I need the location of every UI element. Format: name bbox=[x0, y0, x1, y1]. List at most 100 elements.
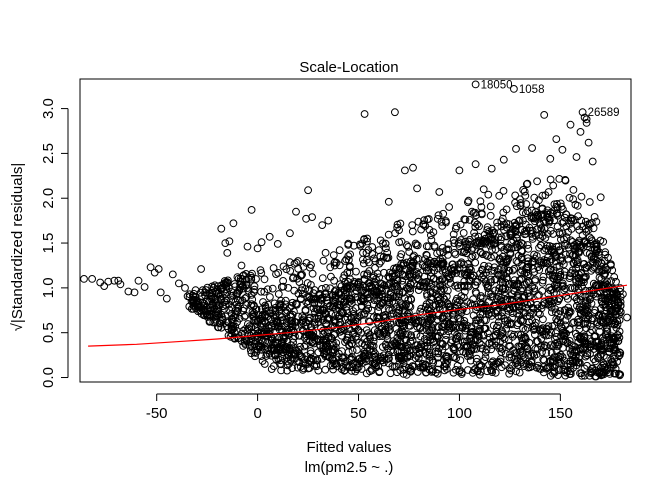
data-point bbox=[270, 345, 279, 354]
outlier-point bbox=[572, 153, 581, 161]
data-point bbox=[589, 355, 598, 364]
data-point bbox=[261, 304, 270, 313]
data-point bbox=[504, 336, 513, 345]
data-point bbox=[514, 217, 523, 226]
data-point bbox=[385, 274, 394, 282]
data-point bbox=[601, 250, 609, 259]
labeled-point bbox=[578, 108, 587, 117]
outlier-point bbox=[455, 166, 464, 175]
data-point bbox=[441, 359, 450, 368]
data-point bbox=[511, 191, 520, 200]
data-point bbox=[363, 256, 371, 264]
outlier-point bbox=[116, 280, 125, 289]
data-point bbox=[534, 211, 542, 220]
data-point bbox=[457, 370, 466, 378]
data-point bbox=[510, 330, 519, 339]
y-tick-label: 0.5 bbox=[40, 322, 57, 343]
data-point bbox=[509, 280, 517, 288]
data-point bbox=[224, 300, 233, 309]
data-point bbox=[212, 315, 221, 324]
data-point bbox=[277, 366, 286, 375]
data-point bbox=[478, 250, 487, 259]
data-point bbox=[597, 341, 606, 350]
data-point bbox=[388, 341, 396, 349]
data-point bbox=[484, 233, 493, 242]
data-point bbox=[396, 303, 404, 312]
data-point bbox=[560, 331, 569, 340]
data-point bbox=[375, 368, 384, 377]
data-point bbox=[522, 200, 531, 208]
data-point bbox=[412, 241, 421, 249]
data-point bbox=[535, 243, 543, 252]
data-point bbox=[450, 239, 459, 248]
data-point bbox=[438, 281, 447, 289]
data-point bbox=[321, 344, 330, 353]
outlier-point bbox=[318, 221, 327, 230]
outlier-point bbox=[540, 111, 549, 119]
data-point bbox=[591, 306, 600, 315]
data-point bbox=[213, 307, 222, 316]
data-point bbox=[303, 279, 312, 287]
data-point bbox=[306, 347, 315, 355]
data-point bbox=[464, 198, 472, 207]
data-point bbox=[331, 317, 339, 326]
data-point bbox=[589, 259, 597, 267]
data-point bbox=[304, 297, 313, 306]
data-point bbox=[302, 259, 311, 267]
data-point bbox=[523, 323, 532, 332]
data-point bbox=[451, 224, 460, 233]
data-point bbox=[476, 294, 485, 303]
data-point bbox=[554, 352, 563, 361]
data-point bbox=[370, 254, 379, 263]
data-point bbox=[348, 363, 357, 372]
data-point bbox=[540, 225, 549, 233]
data-point bbox=[360, 297, 369, 306]
data-point bbox=[588, 364, 597, 373]
data-point bbox=[427, 326, 436, 335]
data-point bbox=[463, 352, 472, 361]
data-point bbox=[513, 356, 521, 365]
data-point bbox=[248, 308, 257, 316]
data-point bbox=[469, 327, 477, 336]
data-point bbox=[550, 363, 559, 372]
data-point bbox=[569, 186, 578, 194]
data-point bbox=[465, 263, 474, 272]
data-point bbox=[330, 356, 338, 365]
data-point bbox=[451, 250, 460, 259]
data-point bbox=[375, 259, 384, 268]
data-point bbox=[239, 272, 247, 280]
x-tick-label: -50 bbox=[146, 405, 168, 422]
data-point bbox=[287, 341, 295, 350]
data-point bbox=[539, 355, 548, 364]
data-point bbox=[412, 330, 421, 339]
data-point bbox=[241, 311, 250, 320]
data-point bbox=[507, 227, 516, 236]
data-point bbox=[565, 193, 574, 202]
data-point bbox=[445, 203, 454, 211]
data-point bbox=[522, 268, 531, 277]
data-point bbox=[307, 261, 315, 269]
outlier-point bbox=[613, 291, 621, 299]
data-point bbox=[491, 331, 500, 339]
data-point bbox=[382, 253, 391, 262]
data-point bbox=[582, 228, 591, 236]
data-point bbox=[258, 305, 266, 314]
y-tick-label: 0.0 bbox=[40, 367, 57, 388]
data-point bbox=[532, 201, 541, 209]
data-point bbox=[573, 301, 581, 310]
data-point bbox=[459, 338, 467, 347]
data-point bbox=[267, 345, 276, 353]
data-point bbox=[423, 342, 432, 350]
data-point bbox=[369, 347, 378, 356]
data-point bbox=[457, 269, 466, 278]
data-point bbox=[554, 341, 563, 349]
outlier-point bbox=[487, 164, 496, 173]
plot-frame bbox=[79, 78, 632, 383]
data-point bbox=[353, 363, 361, 372]
data-point bbox=[209, 305, 218, 313]
data-point bbox=[449, 236, 458, 244]
data-point bbox=[322, 319, 331, 328]
data-point bbox=[271, 322, 279, 331]
data-point bbox=[408, 221, 417, 230]
data-point bbox=[502, 324, 511, 333]
